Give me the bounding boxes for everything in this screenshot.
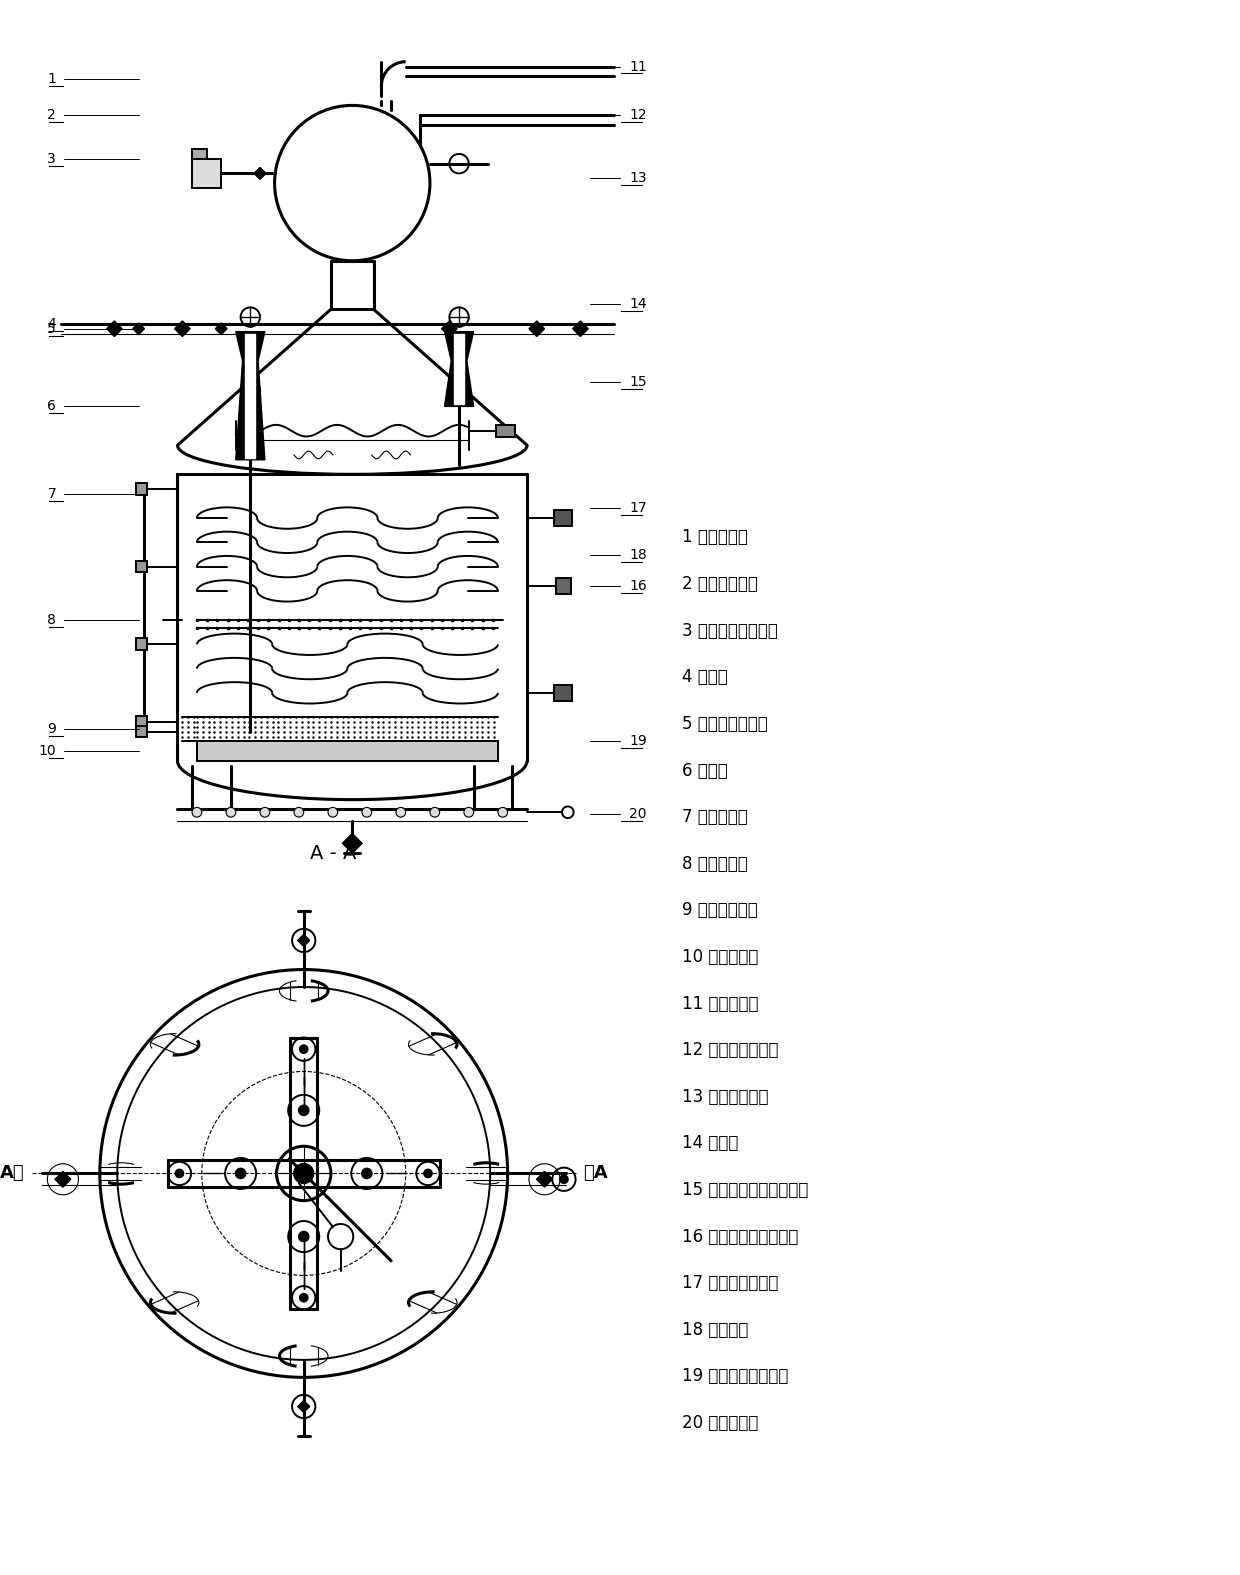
Text: 7 液位计接口: 7 液位计接口 bbox=[682, 808, 748, 827]
Text: 16: 16 bbox=[629, 580, 647, 594]
Bar bbox=[557, 578, 570, 594]
Polygon shape bbox=[441, 321, 458, 337]
Bar bbox=[554, 510, 572, 526]
Circle shape bbox=[362, 808, 372, 817]
Text: A - A: A - A bbox=[310, 844, 356, 863]
Text: 19 反应器反应段壳体: 19 反应器反应段壳体 bbox=[682, 1367, 789, 1386]
Bar bbox=[192, 150, 207, 159]
Circle shape bbox=[226, 808, 236, 817]
Circle shape bbox=[329, 808, 337, 817]
Polygon shape bbox=[175, 321, 190, 337]
Text: 8: 8 bbox=[47, 613, 56, 627]
Text: 2 除盐水入口管: 2 除盐水入口管 bbox=[682, 575, 759, 594]
Polygon shape bbox=[298, 934, 310, 947]
Circle shape bbox=[294, 808, 304, 817]
Text: 1: 1 bbox=[47, 72, 56, 87]
Text: 3: 3 bbox=[47, 151, 56, 165]
Text: 8 气泡均布板: 8 气泡均布板 bbox=[682, 855, 748, 873]
Circle shape bbox=[294, 1164, 314, 1183]
Polygon shape bbox=[444, 361, 474, 406]
Text: 4 除沫器: 4 除沫器 bbox=[682, 668, 728, 687]
Text: 2: 2 bbox=[47, 109, 56, 123]
Polygon shape bbox=[573, 321, 588, 337]
Polygon shape bbox=[107, 321, 123, 337]
Circle shape bbox=[300, 1046, 308, 1054]
Polygon shape bbox=[529, 321, 544, 337]
Text: 12: 12 bbox=[629, 109, 646, 123]
Text: 6: 6 bbox=[47, 400, 56, 413]
Circle shape bbox=[176, 1170, 184, 1178]
Polygon shape bbox=[454, 334, 464, 405]
Text: 9 平推流反应管: 9 平推流反应管 bbox=[682, 901, 758, 920]
Bar bbox=[135, 484, 148, 495]
Text: 18 冷却盘管: 18 冷却盘管 bbox=[682, 1321, 749, 1339]
Text: 14: 14 bbox=[629, 298, 646, 312]
Circle shape bbox=[362, 1169, 372, 1178]
Text: 4: 4 bbox=[47, 317, 56, 331]
Polygon shape bbox=[254, 167, 265, 180]
Polygon shape bbox=[216, 323, 227, 334]
Circle shape bbox=[560, 1175, 568, 1183]
Text: 9: 9 bbox=[47, 721, 56, 736]
Circle shape bbox=[464, 808, 474, 817]
Text: 12 液相物料入口管: 12 液相物料入口管 bbox=[682, 1041, 779, 1058]
Bar bbox=[135, 717, 148, 728]
Text: 7: 7 bbox=[47, 487, 56, 501]
Bar bbox=[197, 742, 498, 761]
Polygon shape bbox=[246, 334, 255, 458]
Text: 20: 20 bbox=[629, 808, 646, 821]
Circle shape bbox=[396, 808, 405, 817]
Polygon shape bbox=[444, 332, 474, 361]
Text: 3 超声波雾化加湿器: 3 超声波雾化加湿器 bbox=[682, 622, 779, 639]
Circle shape bbox=[192, 808, 202, 817]
Text: 5 喷射器循环气管: 5 喷射器循环气管 bbox=[682, 715, 768, 732]
Circle shape bbox=[299, 1232, 309, 1241]
Bar bbox=[135, 638, 148, 650]
Polygon shape bbox=[298, 1400, 310, 1413]
Text: A－: A－ bbox=[0, 1164, 24, 1183]
Bar bbox=[135, 726, 148, 737]
Text: 5: 5 bbox=[47, 321, 56, 335]
Text: 17 冷却水出入接口: 17 冷却水出入接口 bbox=[682, 1274, 779, 1292]
Circle shape bbox=[424, 1170, 432, 1178]
Text: 15 反应器气液分离段壳体: 15 反应器气液分离段壳体 bbox=[682, 1181, 808, 1199]
Text: 19: 19 bbox=[629, 734, 647, 748]
Bar bbox=[135, 561, 148, 572]
Text: 17: 17 bbox=[629, 501, 646, 515]
Text: 18: 18 bbox=[629, 548, 647, 562]
Polygon shape bbox=[342, 833, 362, 854]
Text: 20 臭氧曝气头: 20 臭氧曝气头 bbox=[682, 1414, 759, 1432]
Text: 11: 11 bbox=[629, 60, 647, 74]
Text: 13: 13 bbox=[629, 172, 646, 186]
Text: 16 反应器液相出口管口: 16 反应器液相出口管口 bbox=[682, 1227, 799, 1246]
Bar bbox=[554, 685, 572, 701]
Bar bbox=[496, 425, 516, 436]
Text: 6 扑沫器: 6 扑沫器 bbox=[682, 761, 728, 780]
Polygon shape bbox=[537, 1172, 552, 1188]
Circle shape bbox=[236, 1169, 246, 1178]
Text: 14 喷射器: 14 喷射器 bbox=[682, 1134, 739, 1153]
Text: －A: －A bbox=[583, 1164, 608, 1183]
Circle shape bbox=[300, 1293, 308, 1301]
Text: 11 尾气出口管: 11 尾气出口管 bbox=[682, 994, 759, 1013]
Polygon shape bbox=[236, 361, 265, 460]
Text: 10 催化剂床层: 10 催化剂床层 bbox=[682, 948, 759, 965]
Polygon shape bbox=[236, 332, 265, 361]
Polygon shape bbox=[55, 1172, 71, 1188]
Circle shape bbox=[299, 1106, 309, 1115]
Circle shape bbox=[260, 808, 270, 817]
Circle shape bbox=[498, 808, 507, 817]
Text: 13 防爆水封接口: 13 防爆水封接口 bbox=[682, 1088, 769, 1106]
Polygon shape bbox=[133, 323, 145, 334]
Text: 1 新鲜臭氧管: 1 新鲜臭氧管 bbox=[682, 529, 748, 547]
Text: 15: 15 bbox=[629, 375, 646, 389]
Text: 10: 10 bbox=[38, 743, 56, 758]
Bar bbox=[192, 159, 221, 187]
Circle shape bbox=[430, 808, 440, 817]
